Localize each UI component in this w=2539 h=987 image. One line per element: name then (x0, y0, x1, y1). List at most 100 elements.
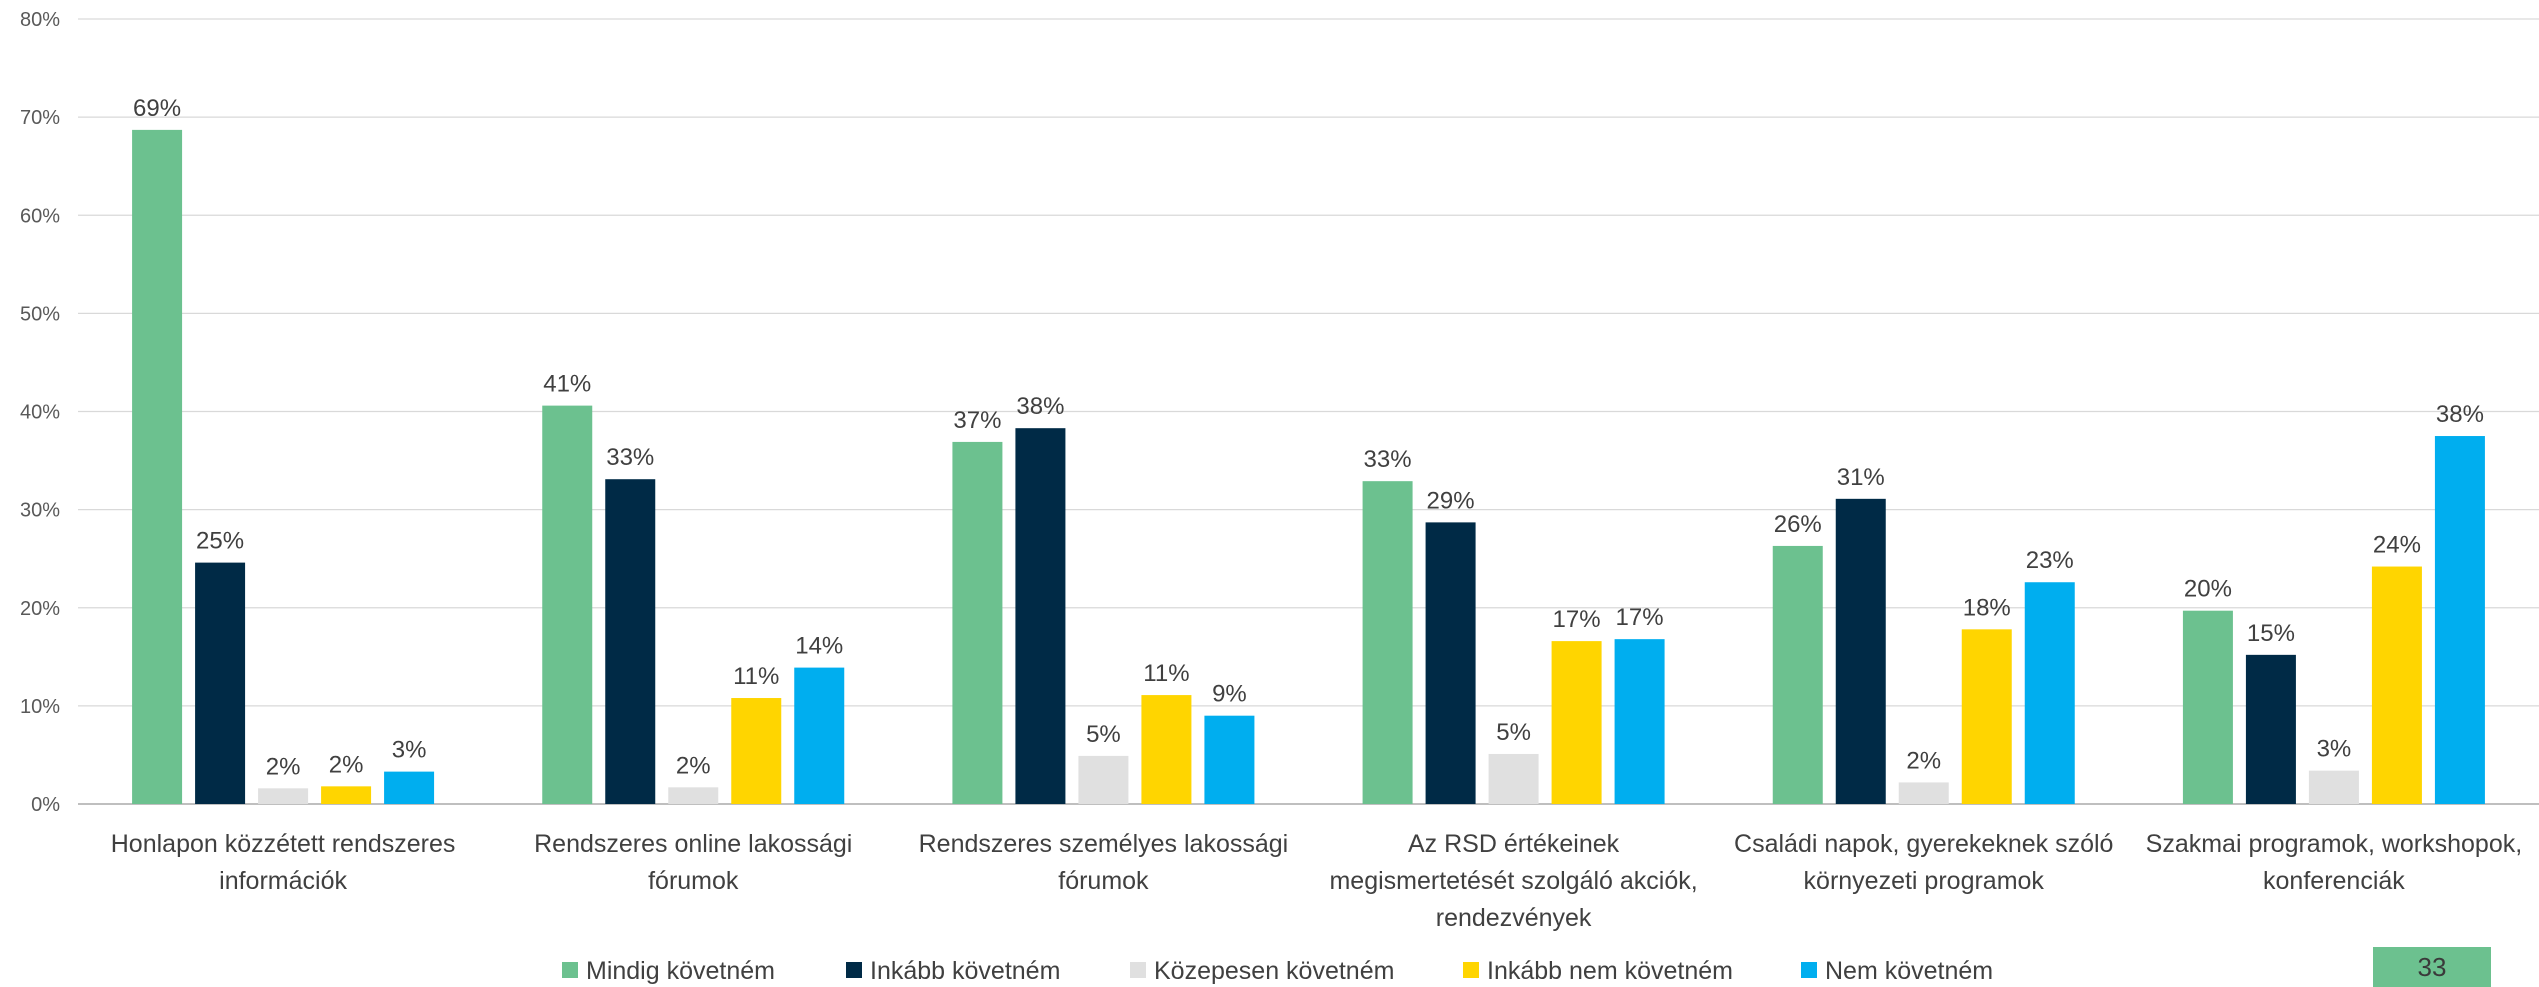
bar (195, 562, 246, 804)
y-tick-label: 30% (20, 500, 60, 522)
category-label: Szakmai programok, workshopok, (2146, 830, 2523, 858)
bar (2308, 770, 2359, 804)
y-tick-label: 0% (31, 794, 60, 816)
bar (1551, 641, 1602, 804)
bar (132, 129, 183, 805)
data-label: 24% (2373, 532, 2421, 559)
gridlines (78, 18, 2539, 805)
data-label: 38% (1016, 393, 1064, 420)
category-label: Az RSD értékeinek (1408, 830, 1620, 858)
data-labels: 69% 25% 2% 2% 3% 41% 33% 2% 11% 14% 37% 38% 5% 11% 9% 3… (133, 95, 2484, 780)
data-label: 26% (1774, 511, 1822, 538)
y-tick-label: 20% (20, 598, 60, 620)
data-label: 37% (953, 407, 1001, 434)
category-label: konferenciák (2263, 867, 2405, 895)
data-label: 3% (392, 737, 427, 764)
data-label: 18% (1963, 594, 2011, 621)
data-label: 31% (1837, 464, 1885, 491)
bar (1078, 755, 1129, 804)
bar (605, 479, 656, 804)
bar (1141, 695, 1192, 804)
bar (1898, 782, 1949, 804)
legend-swatch (562, 962, 578, 978)
legend-label: Nem követném (1825, 957, 1993, 985)
data-label: 11% (733, 663, 779, 690)
data-label: 3% (2317, 736, 2352, 763)
y-tick-label: 60% (20, 205, 60, 227)
data-label: 17% (1616, 604, 1664, 631)
bar (1961, 629, 2012, 804)
bar (794, 667, 845, 804)
y-tick-label: 10% (20, 696, 60, 718)
data-label: 2% (1906, 747, 1941, 774)
bar (1425, 522, 1476, 804)
legend-label: Mindig követném (586, 957, 775, 985)
bar (258, 788, 309, 804)
bar (1835, 498, 1886, 804)
bar (2371, 566, 2422, 804)
data-label: 29% (1427, 487, 1475, 514)
y-tick-label: 70% (20, 107, 60, 129)
bar (2245, 654, 2296, 804)
legend-swatch (846, 962, 862, 978)
data-label: 11% (1143, 660, 1189, 687)
category-label: Rendszeres személyes lakossági (919, 830, 1289, 858)
data-label: 23% (2026, 547, 2074, 574)
bar (731, 698, 782, 804)
data-label: 5% (1496, 719, 1531, 746)
legend-label: Közepesen követném (1154, 957, 1394, 985)
bar (668, 787, 719, 804)
category-label: fórumok (1058, 867, 1149, 895)
page-number-badge: 33 (2373, 947, 2491, 987)
bar (1204, 715, 1255, 804)
data-label: 15% (2247, 620, 2295, 647)
data-label: 2% (329, 751, 364, 778)
bar (1362, 481, 1413, 804)
data-label: 20% (2184, 576, 2232, 603)
legend-swatch (1130, 962, 1146, 978)
data-label: 14% (795, 633, 843, 660)
y-axis: 0% 10% 20% 30% 40% 50% 60% 70% 80% (20, 9, 60, 816)
data-label: 5% (1086, 721, 1121, 748)
legend-label: Inkább nem követném (1487, 957, 1733, 985)
category-label: Családi napok, gyerekeknek szóló (1734, 830, 2113, 858)
data-label: 33% (1364, 446, 1412, 473)
y-tick-label: 80% (20, 9, 60, 31)
data-label: 2% (266, 753, 301, 780)
data-label: 69% (133, 95, 181, 122)
data-label: 17% (1553, 606, 1601, 633)
data-label: 9% (1212, 681, 1247, 708)
bar (2434, 436, 2485, 804)
legend-swatch (1463, 962, 1479, 978)
category-label: Rendszeres online lakossági (534, 830, 852, 858)
y-tick-label: 50% (20, 303, 60, 325)
category-label: rendezvények (1436, 904, 1592, 932)
category-label: környezeti programok (1804, 867, 2045, 895)
data-label: 38% (2436, 401, 2484, 428)
category-label: fórumok (648, 867, 739, 895)
data-label: 41% (543, 371, 591, 398)
bar (2182, 610, 2233, 804)
legend: Mindig követném Inkább követném Közepesen … (562, 957, 1993, 985)
bar (1614, 639, 1665, 804)
bar (321, 786, 372, 804)
bar (2024, 582, 2075, 804)
x-axis-categories: Honlapon közzétett rendszeres információk… (111, 830, 2522, 932)
y-tick-label: 40% (20, 402, 60, 424)
bar (384, 771, 435, 804)
category-label: információk (219, 867, 347, 895)
category-label: megismertetését szolgáló akciók, (1329, 867, 1697, 895)
data-label: 25% (196, 528, 244, 555)
bar (1015, 428, 1066, 804)
bar (542, 405, 593, 804)
legend-label: Inkább követném (870, 957, 1060, 985)
bar (1488, 753, 1539, 804)
legend-swatch (1801, 962, 1817, 978)
bar (952, 441, 1003, 804)
bars (132, 129, 2485, 805)
data-label: 33% (606, 444, 654, 471)
data-label: 2% (676, 752, 711, 779)
bar (1772, 545, 1823, 804)
category-label: Honlapon közzétett rendszeres (111, 830, 456, 858)
